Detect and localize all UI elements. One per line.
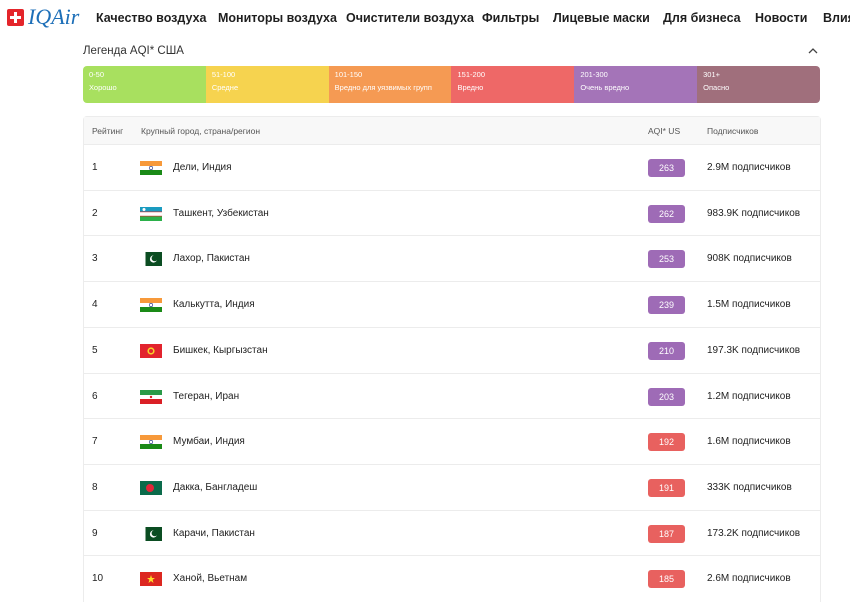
nav-link[interactable]: Лицевые маски	[553, 11, 650, 25]
country-flag	[140, 298, 162, 313]
legend-label: Опасно	[703, 83, 730, 92]
legend-segment: 301+ Опасно	[697, 66, 820, 103]
aqi-badge: 253	[648, 250, 685, 269]
table-row: 7 Мумбаи, Индия 192 1.6M подписчиков	[84, 418, 820, 465]
legend-range: 0-50	[89, 70, 105, 79]
legend-label: Очень вредно	[580, 83, 630, 92]
rank: 5	[92, 344, 98, 356]
rank: 1	[92, 162, 98, 173]
city-name[interactable]: Ташкент, Узбекистан	[173, 207, 269, 219]
aqi-badge: 203	[648, 387, 685, 406]
legend-segment: 101-150 Вредно для уязвимых групп	[328, 66, 452, 103]
city-name[interactable]: Ханой, Вьетнам	[173, 573, 248, 585]
collapse-chevron[interactable]	[807, 46, 819, 56]
city-name[interactable]: Мумбаи, Индия	[173, 436, 245, 448]
subscribers: 173.2K подписчиков	[707, 527, 801, 539]
subscribers: 197.3K подписчиков	[707, 344, 801, 356]
legend-segment: 51-100 Средне	[205, 66, 329, 103]
logo-text[interactable]: IQAir	[28, 4, 80, 29]
subscribers: 2.6M подписчиков	[707, 573, 791, 585]
nav-link[interactable]: Для бизнеса	[663, 11, 741, 25]
aqi-badge: 263	[648, 159, 685, 177]
country-flag	[140, 480, 162, 495]
aqi-badge: 187	[648, 524, 685, 543]
nav-link[interactable]: Очистители воздуха	[346, 11, 474, 25]
country-flag	[140, 252, 162, 267]
legend-segment: 151-200 Вредно	[451, 66, 575, 103]
legend-range: 101-150	[334, 70, 363, 79]
country-flag	[140, 161, 162, 175]
rank: 2	[92, 207, 98, 219]
table-row: 1 Дели, Индия 263 2.9M подписчиков	[84, 144, 820, 191]
country-flag	[140, 206, 162, 221]
legend-segment: 0-50 Хорошо	[83, 66, 206, 103]
aqi-badge: 191	[648, 478, 685, 497]
nav-link[interactable]: Фильтры	[482, 11, 540, 25]
legend-range: 201-300	[580, 70, 608, 79]
subscribers: 908K подписчиков	[707, 253, 792, 265]
nav-link[interactable]: Влия	[823, 11, 850, 25]
city-name[interactable]: Бишкек, Кыргызстан	[173, 344, 268, 356]
legend-title: Легенда AQI* США	[83, 45, 184, 57]
column-header: Рейтинг	[92, 126, 124, 136]
table-row: 4 Калькутта, Индия 239 1.5M подписчиков	[84, 281, 820, 328]
country-flag	[140, 435, 162, 450]
legend-range: 51-100	[211, 70, 236, 79]
city-name[interactable]: Калькутта, Индия	[173, 299, 255, 311]
aqi-badge: 192	[648, 433, 685, 452]
table-header	[84, 117, 820, 144]
legend-label: Хорошо	[89, 83, 117, 92]
table-row: 9 Карачи, Пакистан 187 173.2K подписчиков	[84, 509, 820, 557]
city-name[interactable]: Дакка, Бангладеш	[173, 481, 258, 493]
table-row: 5 Бишкек, Кыргызстан 210 197.3K подписчиков	[84, 326, 820, 374]
city-name[interactable]: Лахор, Пакистан	[173, 253, 250, 265]
ranking-table: Рейтинг Крупный город, страна/регион AQI* …	[83, 116, 821, 602]
table-row: 8 Дакка, Бангладеш 191 333K подписчиков	[84, 463, 820, 511]
rank: 9	[92, 527, 98, 539]
table-row: 6 Тегеран, Иран 203 1.2M подписчиков	[84, 372, 820, 420]
table-row: 3 Лахор, Пакистан 253 908K подписчиков	[84, 235, 820, 282]
column-header: Подписчиков	[707, 126, 759, 136]
legend-range: 301+	[703, 70, 721, 79]
nav-link[interactable]: Мониторы воздуха	[218, 11, 337, 25]
rank: 7	[92, 436, 98, 448]
legend-segment: 201-300 Очень вредно	[574, 66, 698, 103]
aqi-badge: 262	[648, 204, 685, 223]
legend-label: Вредно для уязвимых групп	[334, 83, 432, 92]
subscribers: 983.9K подписчиков	[707, 207, 801, 219]
subscribers: 1.5M подписчиков	[707, 299, 791, 311]
country-flag	[140, 389, 162, 404]
rank: 8	[92, 481, 98, 493]
aqi-badge: 239	[648, 296, 685, 315]
rank: 6	[92, 390, 98, 402]
country-flag	[140, 343, 162, 358]
nav-link[interactable]: Качество воздуха	[96, 11, 207, 25]
legend-bar: 0-50 Хорошо 51-100 Средне 101-150 Вредно для …	[83, 66, 820, 103]
legend-label: Вредно	[457, 83, 484, 92]
subscribers: 1.2M подписчиков	[707, 390, 791, 402]
rank: 4	[92, 299, 98, 311]
column-header: AQI* US	[648, 126, 681, 136]
legend-range: 151-200	[457, 70, 486, 79]
subscribers: 1.6M подписчиков	[707, 436, 791, 448]
rank: 3	[92, 253, 98, 265]
rank: 10	[92, 573, 104, 585]
logo-flag[interactable]	[7, 9, 24, 26]
city-name[interactable]: Тегеран, Иран	[173, 390, 240, 402]
city-name[interactable]: Дели, Индия	[173, 162, 232, 173]
subscribers: 333K подписчиков	[707, 481, 792, 493]
city-name[interactable]: Карачи, Пакистан	[173, 527, 255, 539]
legend-label: Средне	[211, 83, 239, 92]
column-header: Крупный город, страна/регион	[141, 126, 261, 136]
table-row: 2 Ташкент, Узбекистан 262 983.9K подписчико…	[84, 189, 820, 237]
country-flag	[140, 572, 162, 587]
nav-link[interactable]: Новости	[755, 11, 808, 25]
aqi-badge: 210	[648, 341, 685, 360]
subscribers: 2.9M подписчиков	[707, 162, 791, 173]
country-flag	[140, 526, 162, 541]
table-row: 10 Ханой, Вьетнам 185 2.6M подписчиков	[84, 555, 820, 602]
aqi-badge: 185	[648, 570, 685, 589]
